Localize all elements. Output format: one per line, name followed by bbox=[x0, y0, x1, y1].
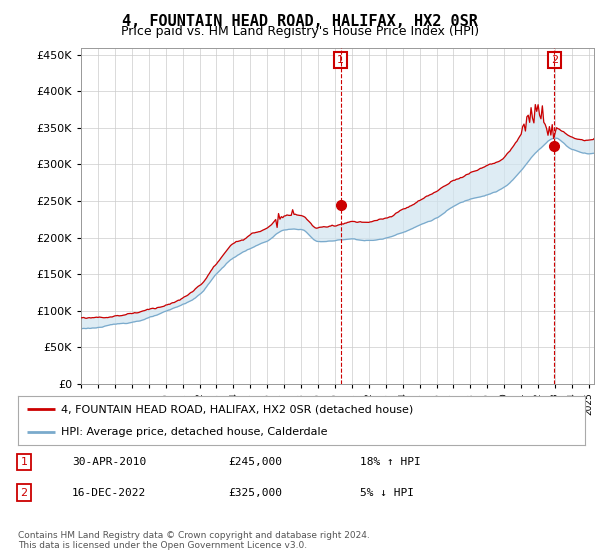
Text: 4, FOUNTAIN HEAD ROAD, HALIFAX, HX2 0SR (detached house): 4, FOUNTAIN HEAD ROAD, HALIFAX, HX2 0SR … bbox=[61, 404, 413, 414]
Text: HPI: Average price, detached house, Calderdale: HPI: Average price, detached house, Cald… bbox=[61, 427, 327, 437]
Text: 2: 2 bbox=[551, 55, 558, 65]
Text: £325,000: £325,000 bbox=[228, 488, 282, 498]
Text: 18% ↑ HPI: 18% ↑ HPI bbox=[360, 457, 421, 467]
Text: 5% ↓ HPI: 5% ↓ HPI bbox=[360, 488, 414, 498]
Text: 4, FOUNTAIN HEAD ROAD, HALIFAX, HX2 0SR: 4, FOUNTAIN HEAD ROAD, HALIFAX, HX2 0SR bbox=[122, 14, 478, 29]
Text: Price paid vs. HM Land Registry's House Price Index (HPI): Price paid vs. HM Land Registry's House … bbox=[121, 25, 479, 38]
Text: 16-DEC-2022: 16-DEC-2022 bbox=[72, 488, 146, 498]
Text: 2: 2 bbox=[20, 488, 28, 498]
Text: 1: 1 bbox=[337, 55, 344, 65]
Text: Contains HM Land Registry data © Crown copyright and database right 2024.
This d: Contains HM Land Registry data © Crown c… bbox=[18, 531, 370, 550]
Text: 30-APR-2010: 30-APR-2010 bbox=[72, 457, 146, 467]
Text: 1: 1 bbox=[20, 457, 28, 467]
Text: £245,000: £245,000 bbox=[228, 457, 282, 467]
